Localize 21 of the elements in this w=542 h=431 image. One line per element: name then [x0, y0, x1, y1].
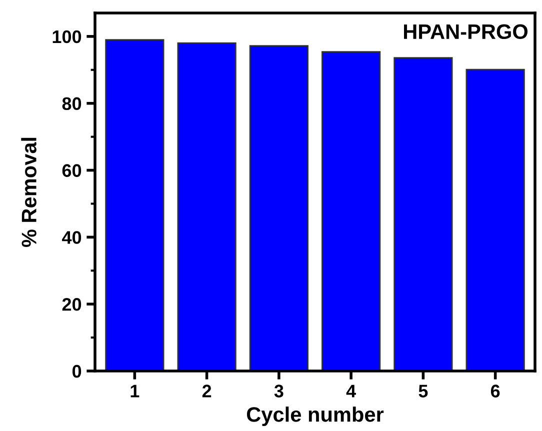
y-axis-title: % Removal [21, 138, 36, 248]
bar [394, 57, 453, 371]
bar [466, 68, 525, 371]
x-tick-label: 6 [490, 384, 500, 398]
x-tick-label: 5 [418, 384, 428, 398]
bar [249, 45, 308, 371]
annotation: HPAN-PRGO [404, 24, 528, 40]
y-tick-label: 20 [62, 298, 82, 311]
bar [177, 42, 236, 371]
x-tick-label: 1 [130, 384, 140, 398]
y-tick-label: 100 [52, 30, 82, 44]
y-tick-label: 60 [62, 164, 82, 177]
y-tick-label: 40 [62, 231, 82, 244]
x-tick-label: 2 [202, 384, 212, 398]
bar [322, 51, 381, 371]
y-tick-label: 0 [72, 364, 82, 378]
x-tick-label: 4 [346, 384, 356, 398]
x-tick-label: 3 [274, 384, 284, 398]
bar [105, 39, 164, 371]
y-tick-label: 80 [62, 97, 82, 110]
x-axis-title: Cycle number [246, 406, 384, 426]
